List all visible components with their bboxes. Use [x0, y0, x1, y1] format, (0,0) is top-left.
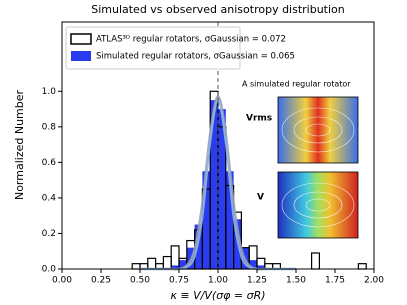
bar	[162, 255, 172, 270]
inset-image	[277, 96, 359, 164]
y-tick-label: 0.2	[42, 229, 56, 239]
bar	[147, 257, 157, 270]
bar	[171, 265, 179, 269]
inset-label: V	[257, 193, 264, 203]
legend-label: ATLAS³ᴰ regular rotators, σGaussian = 0.…	[96, 35, 286, 45]
chart-title: Simulated vs observed anisotropy distrib…	[91, 3, 345, 16]
inset-contours	[281, 107, 355, 228]
legend-label: Simulated regular rotators, σGaussian = …	[96, 52, 295, 62]
legend-box	[65, 26, 241, 70]
bar	[202, 171, 211, 269]
bar	[218, 109, 226, 269]
y-tick-label: 1.0	[42, 87, 57, 97]
x-tick-label: 1.50	[286, 276, 306, 286]
bar	[249, 260, 257, 269]
x-tick-label: 1.00	[208, 276, 228, 286]
bar	[357, 263, 367, 270]
y-tick-label: 0.4	[42, 193, 57, 203]
legend-swatch	[70, 33, 92, 45]
x-tick-label: 1.75	[325, 276, 345, 286]
x-tick-label: 1.25	[247, 276, 267, 286]
bar	[225, 171, 234, 269]
legend: ATLAS³ᴰ regular rotators, σGaussian = 0.…	[65, 26, 295, 70]
inset-image	[277, 171, 359, 239]
bar	[179, 260, 187, 269]
legend-swatch	[71, 51, 91, 61]
x-tick-label: 2.00	[364, 276, 384, 286]
y-tick-label: 0.0	[42, 265, 57, 275]
x-tick-label: 0.25	[91, 276, 111, 286]
x-axis-label: κ ≡ V/V(σφ = σR)	[170, 289, 265, 302]
inset-title: A simulated regular rotator	[242, 80, 351, 89]
y-axis-label: Normalized Number	[13, 89, 26, 200]
x-tick-label: 0.75	[169, 276, 189, 286]
plot-area: 0.00 0.25 0.50 0.75 1.00 1.25 1.50 1.75 2.00 0.0 0…	[42, 21, 384, 286]
bar	[131, 263, 141, 270]
y-tick-label: 0.6	[42, 158, 57, 168]
bar	[311, 252, 321, 270]
bar	[257, 265, 265, 269]
bar	[194, 224, 203, 269]
inset-label: Vrms	[246, 114, 272, 124]
inset: A simulated regular rotator Vrms V	[242, 80, 359, 239]
x-tick-label: 0.50	[130, 276, 150, 286]
x-tick-label: 0.00	[52, 276, 72, 286]
y-tick-label: 0.8	[42, 122, 57, 132]
bar	[210, 100, 218, 270]
